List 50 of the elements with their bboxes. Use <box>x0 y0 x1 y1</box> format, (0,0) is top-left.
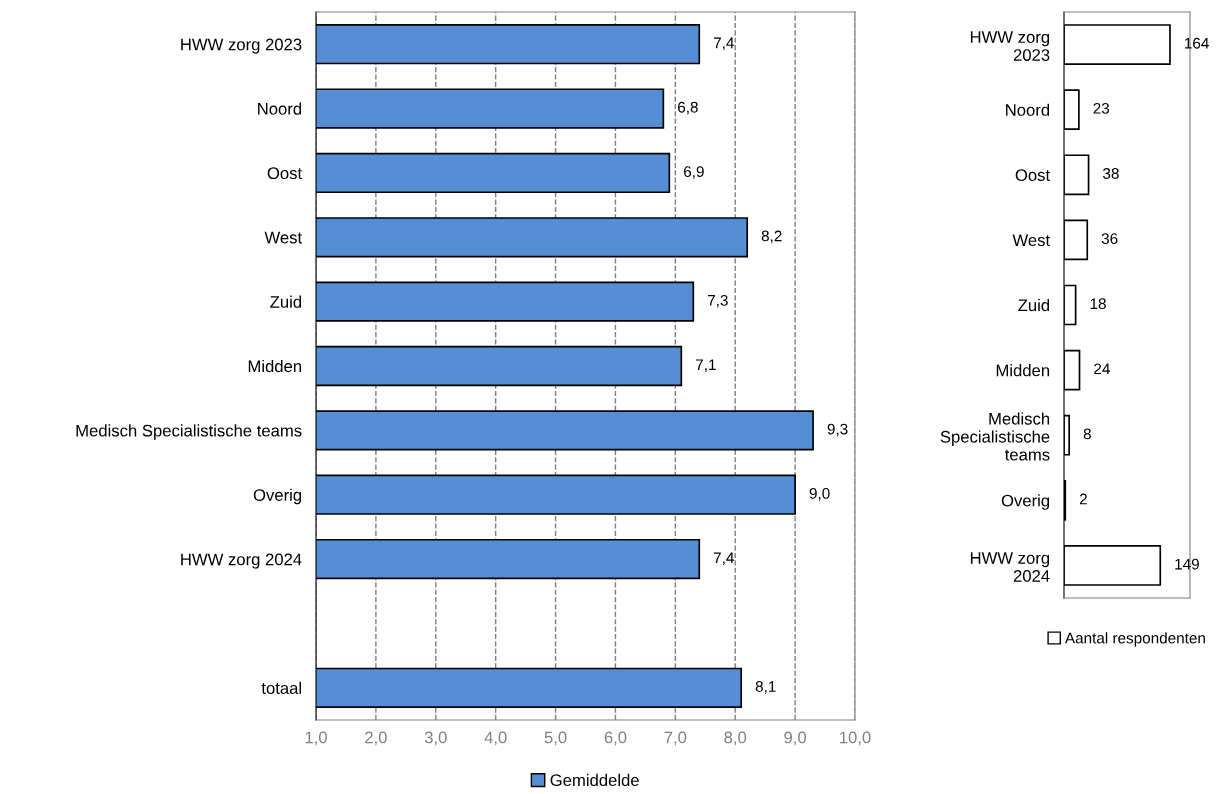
x-tick-label: 7,0 <box>664 731 687 746</box>
y-tick-label: Oost <box>267 167 302 180</box>
y-tick-label: Midden <box>248 359 302 373</box>
data-label: 149 <box>1175 558 1199 570</box>
data-label: 7,4 <box>713 552 734 565</box>
x-tick-label: 8,0 <box>724 731 747 746</box>
data-label: 24 <box>1094 363 1110 375</box>
y-tick-label: Medisch Specialistische teams <box>940 412 1050 461</box>
y-tick-label: Oost <box>1015 169 1050 181</box>
data-label: 7,1 <box>695 359 716 372</box>
data-label: 2 <box>1079 493 1087 505</box>
y-tick-label: West <box>264 231 302 244</box>
data-label: 8 <box>1083 428 1091 440</box>
x-tick-label: 9,0 <box>784 731 807 746</box>
data-label: 7,4 <box>713 37 734 51</box>
y-tick-label: Midden <box>996 364 1050 377</box>
data-label: 164 <box>1185 37 1209 49</box>
y-tick-label: Noord <box>258 102 302 115</box>
x-tick-label: 4,0 <box>484 731 507 746</box>
data-label: 18 <box>1090 298 1106 310</box>
y-tick-label: West <box>1012 234 1050 247</box>
x-tick-label: 3,0 <box>424 731 447 746</box>
x-tick-label: 2,0 <box>365 731 387 746</box>
legend-label: Gemiddelde <box>550 773 639 787</box>
x-tick-label: 1,0 <box>305 731 327 746</box>
data-label: 6,9 <box>684 166 704 179</box>
data-label: 7,3 <box>707 294 728 308</box>
legend-label: Aantal respondenten <box>1064 632 1205 647</box>
y-tick-label: HWW zorg 2023 <box>970 31 1050 61</box>
y-tick-label: Medisch Specialistische teams <box>76 424 302 440</box>
data-label: 6,8 <box>678 101 698 115</box>
x-tick-label: 10,0 <box>840 731 871 746</box>
data-label: 9,3 <box>827 423 848 437</box>
data-label: 9,0 <box>809 488 830 501</box>
y-tick-label: Zuid <box>270 295 302 308</box>
data-label: 23 <box>1093 102 1110 114</box>
x-tick-label: 6,0 <box>604 731 627 746</box>
y-tick-label: Noord <box>1006 103 1050 116</box>
data-label: 8,2 <box>761 230 782 244</box>
y-tick-label: HWW zorg 2024 <box>970 552 1050 582</box>
y-tick-label: Overig <box>253 488 302 505</box>
data-label: 8,1 <box>755 681 776 694</box>
x-tick-label: 5,0 <box>544 731 567 746</box>
data-label: 38 <box>1103 168 1119 179</box>
y-tick-label: Zuid <box>1018 298 1050 312</box>
y-tick-label: HWW zorg 2024 <box>181 553 302 569</box>
y-tick-label: HWW zorg 2023 <box>181 38 302 54</box>
data-label: 36 <box>1101 233 1118 244</box>
y-tick-label: totaal <box>261 681 301 695</box>
y-tick-label: Overig <box>1001 494 1050 510</box>
